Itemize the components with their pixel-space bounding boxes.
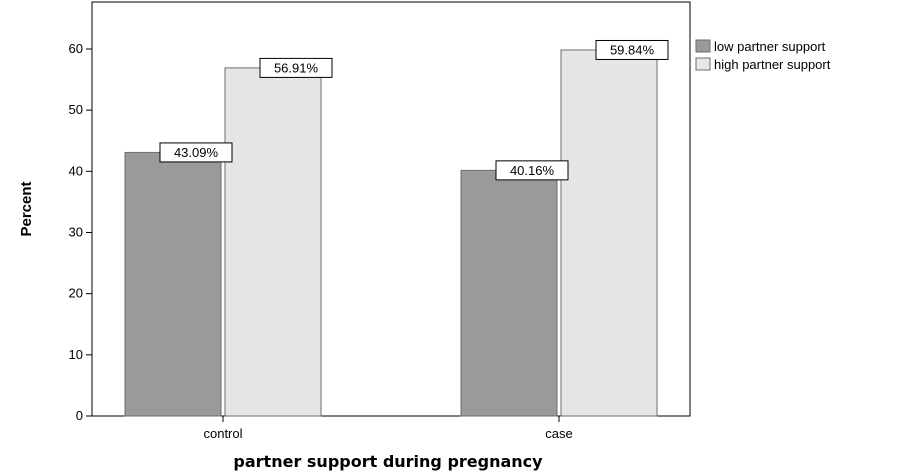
legend-swatch — [695, 39, 711, 53]
data-label-text: 56.91% — [274, 60, 319, 75]
y-tick-label: 20 — [69, 286, 83, 301]
x-axis-title: partner support during pregnancy — [233, 452, 543, 471]
bar — [560, 49, 658, 417]
y-axis-title: Percent — [18, 181, 35, 236]
legend-swatch — [695, 57, 711, 71]
y-axis: 0 10 20 30 40 50 60 — [69, 41, 92, 423]
x-tick-label: case — [545, 426, 572, 441]
data-label-text: 43.09% — [174, 145, 219, 160]
data-label: 56.91% — [259, 57, 333, 78]
bars — [124, 49, 658, 417]
y-tick-label: 40 — [69, 163, 83, 178]
data-label: 40.16% — [495, 160, 569, 181]
x-axis: control case — [203, 416, 573, 441]
y-tick-label: 0 — [76, 408, 83, 423]
data-label: 59.84% — [595, 39, 669, 60]
y-tick-label: 50 — [69, 102, 83, 117]
data-label: 43.09% — [159, 142, 233, 163]
x-tick-label: control — [203, 426, 242, 441]
bar — [224, 67, 322, 417]
bar — [124, 151, 222, 417]
data-labels: 43.09% 40.16% 56.91% 59.84% — [159, 39, 669, 181]
legend-label: low partner support — [714, 39, 826, 54]
data-label-text: 59.84% — [610, 42, 655, 57]
data-label-box — [595, 39, 669, 60]
y-tick-label: 60 — [69, 41, 83, 56]
data-label-box — [259, 57, 333, 78]
legend: low partner support high partner support — [695, 39, 831, 72]
y-tick-label: 10 — [69, 347, 83, 362]
legend-label: high partner support — [714, 57, 831, 72]
data-label-box — [495, 160, 569, 181]
bar — [460, 169, 558, 417]
data-label-box — [159, 142, 233, 163]
data-label-text: 40.16% — [510, 163, 555, 178]
y-tick-label: 30 — [69, 225, 83, 240]
